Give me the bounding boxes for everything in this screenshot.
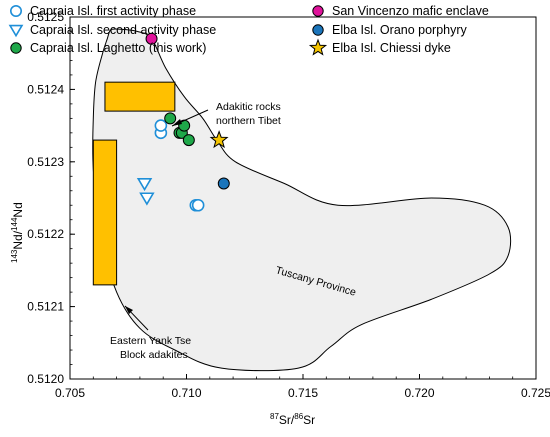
x-tick-label: 0.710 [171,386,201,400]
y-tick-label: 0.5125 [27,10,64,24]
data-point-series-0 [154,119,168,132]
y-tick-label: 0.5124 [27,82,64,96]
tibet-annotation-line-1: Adakitic rocks [216,101,281,113]
data-point-series-1 [136,177,153,192]
legend-marker-5 [308,38,328,56]
y-axis-title: 143Nd/144Nd [10,202,25,263]
legend-marker-0 [10,5,22,17]
y-axis-ticks: 0.5120 0.5121 0.5122 0.5123 0.5124 0.5125 [27,10,75,386]
legend-label-2: Capraia Isl. Laghetto (this work) [30,41,206,55]
data-point-series-3 [145,32,158,45]
data-point-series-2 [164,112,177,125]
legend-label-1: Capraia Isl. second activity phase [30,23,216,37]
x-tick-label: 0.725 [521,386,550,400]
legend-marker-3 [312,5,324,17]
annotation-arrows [124,109,209,331]
legend-label-0: Capraia Isl. first activity phase [30,4,196,18]
tibet-arrow-head [172,119,182,126]
tibet-annotation-line-2: northern Tibet [216,115,281,127]
yangtze-annotation-line-2: Block adakites [120,349,188,361]
yangtze-arrow-head [125,306,133,314]
yangtze-annotation-line-1: Eastern Yank Tse [110,335,191,347]
data-point-series-5 [209,130,229,149]
x-axis-ticks: 0.705 0.710 0.715 0.720 0.725 [55,374,550,400]
data-point-series-0 [191,198,205,212]
legend-label-4: Elba Isl. Orano porphyry [332,23,468,37]
adakite-box-0 [104,81,176,112]
legend-label-3: San Vincenzo mafic enclave [332,4,489,18]
legend-label-5: Elba Isl. Chiessi dyke [332,41,451,55]
tuscany-province-field [92,28,512,372]
y-tick-label: 0.5121 [27,300,64,314]
legend-marker-4 [312,24,324,36]
y-tick-label: 0.5120 [27,372,64,386]
adakite-box-1 [92,139,118,286]
data-point-series-1 [139,192,155,206]
x-tick-label: 0.720 [404,386,434,400]
legend-marker-1 [8,24,24,38]
adakite-fields [92,81,176,286]
x-tick-label: 0.715 [288,386,318,400]
y-tick-label: 0.5122 [27,227,64,241]
x-axis-title: 87Sr/86Sr [270,412,315,427]
data-point-series-2 [182,134,195,147]
data-point-series-4 [217,177,230,190]
data-points [136,32,230,212]
legend-marker-2 [10,42,22,54]
legend: Capraia Isl. first activity phase Capraia… [8,4,489,56]
y-tick-label: 0.5123 [27,155,64,169]
x-tick-label: 0.705 [55,386,85,400]
